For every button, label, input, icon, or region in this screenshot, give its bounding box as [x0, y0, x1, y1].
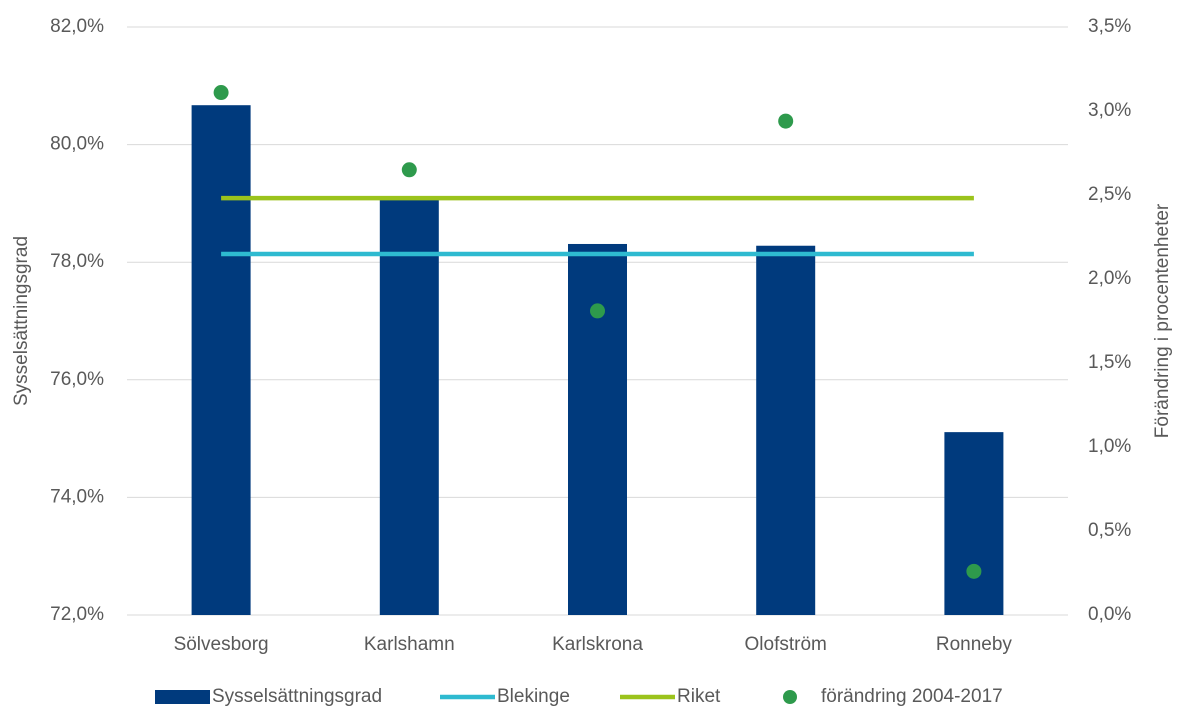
bar: [568, 243, 627, 616]
y2-tick-label: 0,5%: [1088, 520, 1131, 541]
y-tick-label: 78,0%: [50, 251, 104, 272]
y2-tick-label: 1,0%: [1088, 436, 1131, 457]
x-tick-label: Olofström: [745, 634, 827, 655]
bar: [191, 105, 251, 615]
x-tick-label: Ronneby: [936, 634, 1013, 655]
x-tick-label: Karlshamn: [364, 634, 455, 655]
y-tick-label: 82,0%: [50, 16, 104, 37]
x-tick-label: Karlskrona: [552, 634, 643, 655]
dot: [401, 162, 417, 178]
y-axis-label: Sysselsättningsgrad: [11, 236, 32, 406]
legend-swatch: [783, 690, 797, 704]
legend-label: förändring 2004-2017: [821, 686, 1003, 707]
y-tick-label: 80,0%: [50, 134, 104, 155]
x-tick-label: Sölvesborg: [174, 634, 269, 655]
dot: [213, 85, 229, 101]
legend-label: Blekinge: [497, 686, 570, 707]
y-tick-label: 74,0%: [50, 486, 104, 507]
bar: [379, 199, 439, 615]
y-tick-label: 76,0%: [50, 369, 104, 390]
legend-label: Sysselsättningsgrad: [212, 686, 382, 707]
y2-tick-label: 3,5%: [1088, 16, 1131, 37]
dot: [966, 563, 982, 579]
bar: [756, 245, 816, 615]
y2-tick-label: 3,0%: [1088, 100, 1131, 121]
y2-axis-label: Förändring i procentenheter: [1152, 203, 1173, 438]
y2-tick-label: 2,5%: [1088, 184, 1131, 205]
y-tick-label: 72,0%: [50, 604, 104, 625]
dot: [590, 303, 605, 319]
y2-tick-label: 1,5%: [1088, 352, 1131, 373]
dot: [778, 113, 794, 129]
bar: [944, 432, 1004, 615]
legend-swatch: [155, 690, 210, 704]
y2-tick-label: 0,0%: [1088, 604, 1131, 625]
legend-label: Riket: [677, 686, 721, 707]
y2-tick-label: 2,0%: [1088, 268, 1131, 289]
